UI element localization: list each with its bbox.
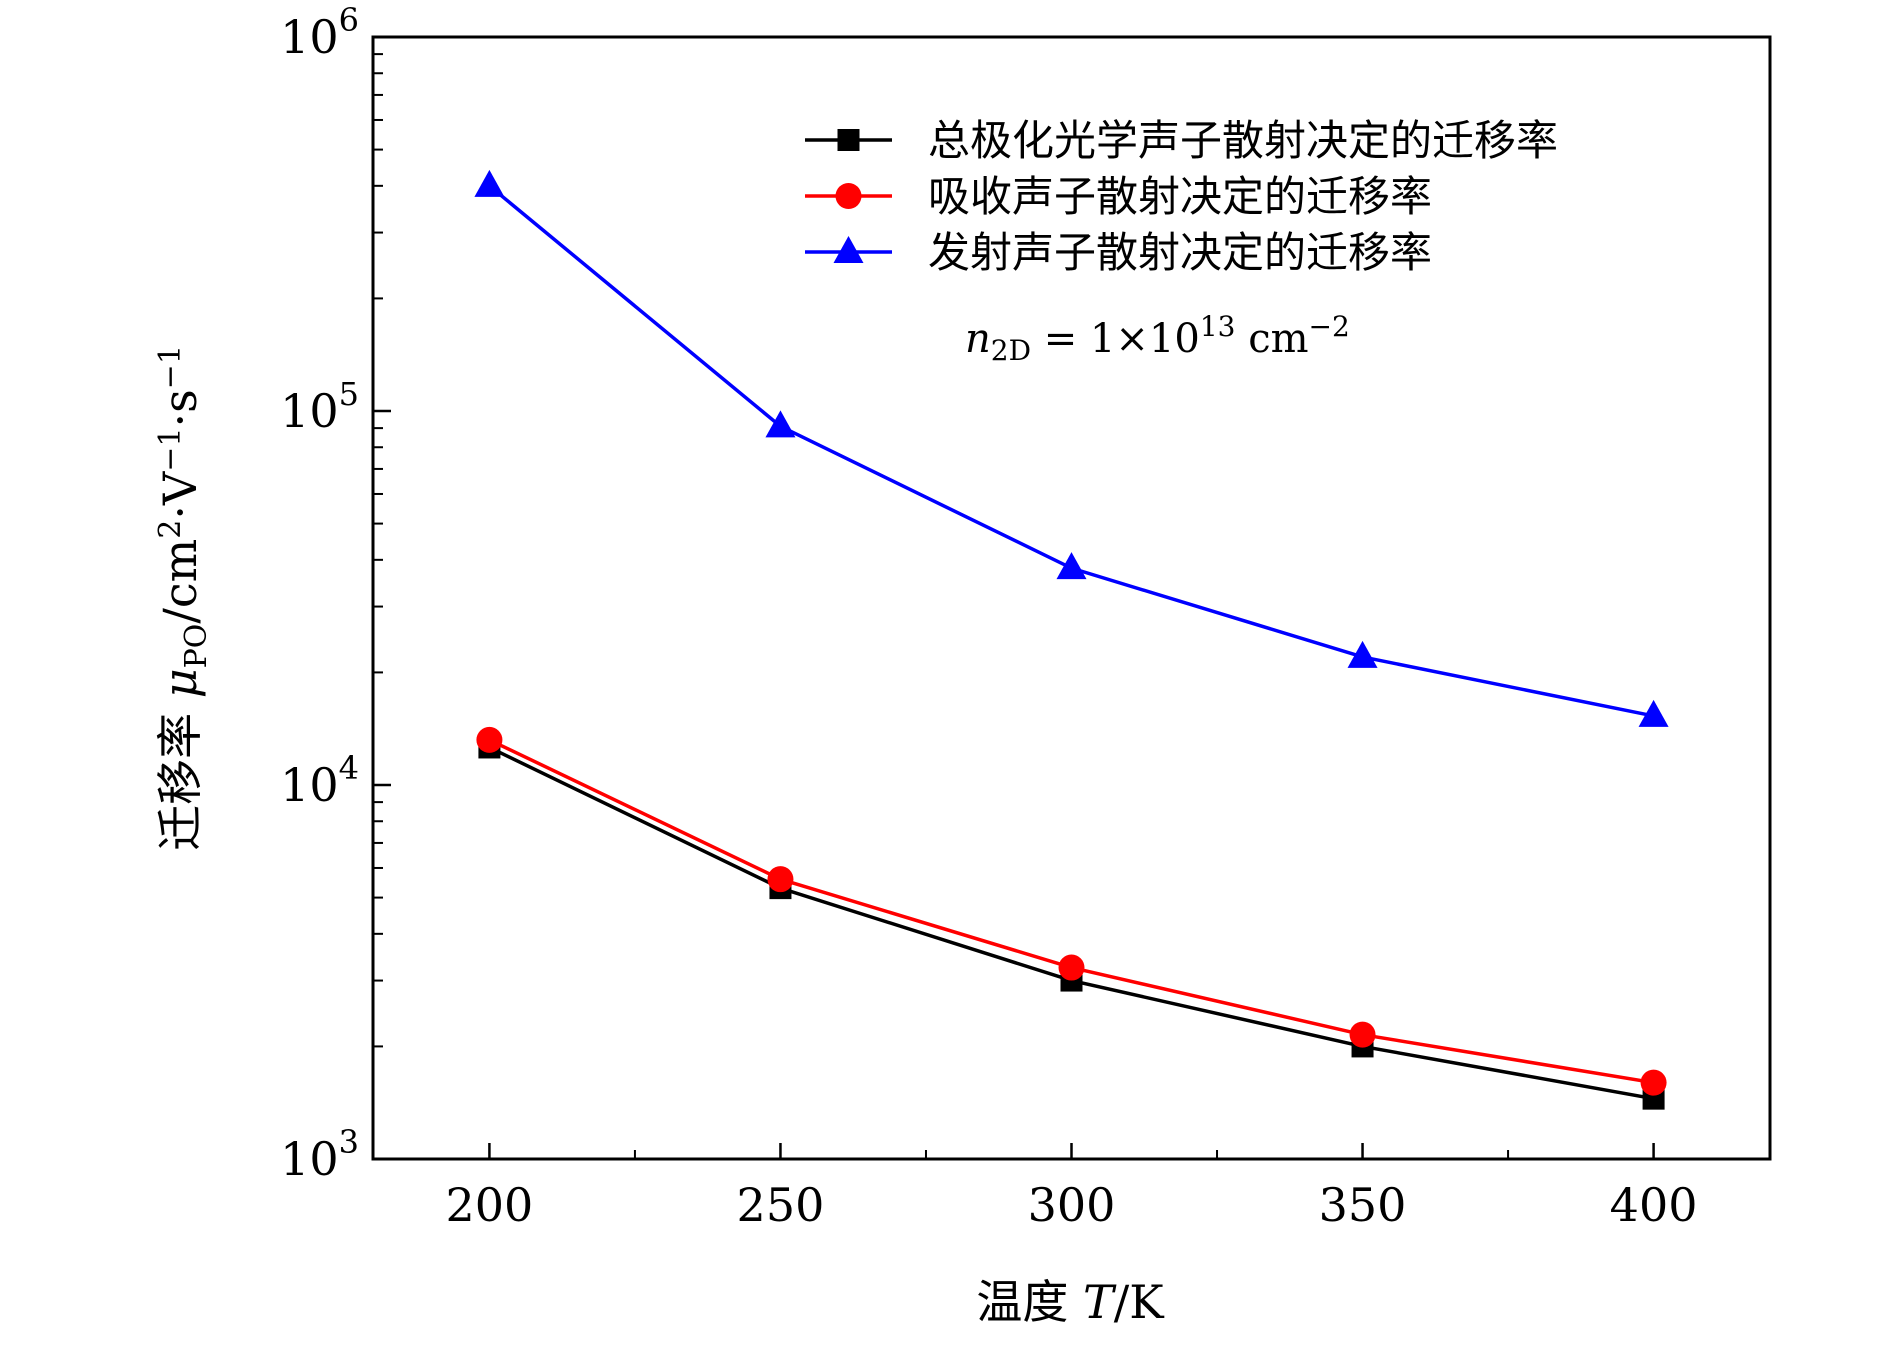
- series-line: [488, 745, 1654, 1101]
- legend-entry: 发射声子散射决定的迁移率: [805, 228, 1432, 277]
- y-tick-label: 103: [280, 1123, 359, 1186]
- data-point: [1056, 552, 1087, 580]
- y-axis-title: 迁移率 μPO/cm2·V−1·s−1: [153, 345, 214, 851]
- x-tick-label: 250: [737, 1178, 825, 1232]
- data-point: [476, 726, 503, 753]
- series-3: [474, 169, 1669, 727]
- x-tick-labels: 200 250 300 350 400: [446, 1178, 1698, 1232]
- x-axis-title: 温度 T/K: [976, 1275, 1165, 1329]
- legend-entry: 总极化光学声子散射决定的迁移率: [805, 116, 1558, 165]
- x-tick-label: 350: [1319, 1178, 1407, 1232]
- data-point: [765, 410, 796, 438]
- y-tick-labels: 103 104 105 106: [280, 1, 359, 1186]
- y-tick-label: 106: [280, 1, 359, 64]
- series-line: [488, 738, 1654, 1085]
- x-tick-label: 200: [446, 1178, 534, 1232]
- legend-label: 发射声子散射决定的迁移率: [928, 228, 1432, 277]
- data-point: [1347, 640, 1378, 668]
- data-point: [474, 169, 505, 197]
- axis-ticks: [373, 35, 1655, 1161]
- legend-marker: [837, 129, 860, 151]
- y-tick-label: 105: [280, 375, 359, 438]
- data-point: [767, 866, 794, 893]
- series-group: [474, 169, 1669, 1110]
- density-annotation: n2D = 1×1013 cm−2: [965, 310, 1350, 367]
- data-point: [1058, 954, 1085, 981]
- legend-label: 吸收声子散射决定的迁移率: [928, 172, 1432, 221]
- data-point: [1640, 1069, 1667, 1096]
- data-point: [1638, 699, 1669, 727]
- data-point: [1349, 1021, 1376, 1048]
- legend-marker: [835, 183, 862, 209]
- x-tick-label: 400: [1610, 1178, 1698, 1232]
- legend-entry: 吸收声子散射决定的迁移率: [805, 172, 1432, 221]
- series-2: [476, 726, 1667, 1096]
- x-tick-label: 300: [1028, 1178, 1116, 1232]
- legend-marker: [833, 236, 864, 263]
- legend-label: 总极化光学声子散射决定的迁移率: [928, 116, 1558, 165]
- y-tick-label: 104: [280, 749, 359, 812]
